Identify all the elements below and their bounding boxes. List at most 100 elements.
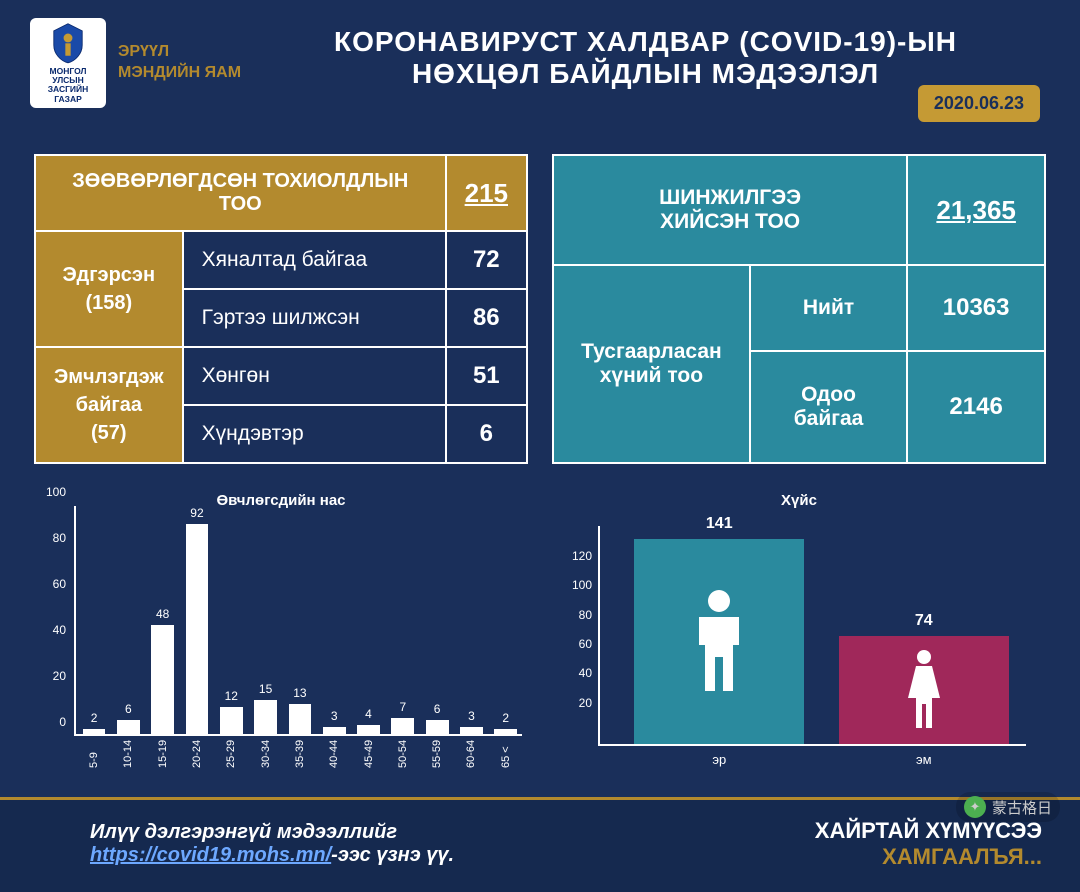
footer: Илүү дэлгэрэнгүй мэдээллийг https://covi… — [0, 797, 1080, 892]
group-treating-l1: Эмчлэгдэж — [54, 363, 164, 391]
state-emblem: МОНГОЛ УЛСЫН ЗАСГИЙН ГАЗАР — [30, 18, 106, 108]
ministry-l2: МЭНДИЙН ЯАМ — [118, 63, 241, 84]
age-y-axis: 020406080100 — [34, 506, 70, 736]
gender-ytick: 120 — [572, 549, 592, 563]
male-icon — [689, 587, 749, 697]
age-bar-label: 55-59 — [431, 740, 443, 768]
emblem-text-l2: ЗАСГИЙН ГАЗАР — [34, 85, 102, 104]
tests-label: ШИНЖИЛГЭЭ ХИЙСЭН ТОО — [553, 155, 907, 265]
group-treating: Эмчлэгдэж байгаа (57) — [35, 347, 183, 463]
wechat-icon: ✦ — [964, 796, 986, 818]
footer-link-text: Илүү дэлгэрэнгүй мэдээллийг https://covi… — [90, 821, 454, 867]
row-monitored-val: 72 — [446, 231, 527, 289]
row-moderate-label: Хүндэвтэр — [183, 405, 446, 463]
age-bar-value: 4 — [353, 707, 385, 721]
date-badge: 2020.06.23 — [918, 85, 1040, 122]
gender-ytick: 20 — [579, 696, 592, 710]
age-bar-label: 15-19 — [157, 740, 169, 768]
age-bar: 4815-19 — [147, 625, 179, 734]
age-bar: 9220-24 — [181, 524, 213, 734]
group-treating-count: (57) — [54, 419, 164, 447]
charts-row: Өвчлөгсдийн нас 020406080100 25-9610-144… — [0, 474, 1080, 786]
page-title: КОРОНАВИРУСТ ХАЛДВАР (COVID-19)-ЫН НӨХЦӨ… — [241, 18, 1050, 90]
age-bar-value: 7 — [387, 700, 419, 714]
row-moderate-val: 6 — [446, 405, 527, 463]
age-ytick: 60 — [53, 577, 66, 591]
gender-ytick: 80 — [579, 608, 592, 622]
gender-bar-value: 74 — [915, 612, 933, 630]
tests-table: ШИНЖИЛГЭЭ ХИЙСЭН ТОО 21,365 Тусгаарласан… — [552, 154, 1046, 464]
row-mild-label: Хөнгөн — [183, 347, 446, 405]
age-bar-value: 6 — [421, 702, 453, 716]
footer-slogan: ХАЙРТАЙ ХҮМҮҮСЭЭ ХАМГААЛЪЯ... — [815, 818, 1042, 870]
female-icon — [902, 648, 946, 732]
age-bar-label: 40-44 — [328, 740, 340, 768]
age-plot: 25-9610-144815-199220-241225-291530-3413… — [74, 506, 522, 736]
gender-plot: 141эр 74эм — [598, 526, 1026, 746]
watermark-text: 蒙古格日 — [992, 797, 1052, 818]
age-ytick: 0 — [59, 715, 66, 729]
age-ytick: 80 — [53, 531, 66, 545]
footer-link[interactable]: https://covid19.mohs.mn/ — [90, 844, 331, 866]
gender-bar-value: 141 — [706, 515, 733, 533]
gender-bar: 74эм — [839, 636, 1009, 744]
age-bar-label: 10-14 — [122, 740, 134, 768]
isolated-total-label: Нийт — [750, 265, 907, 351]
age-bar: 1530-34 — [250, 700, 282, 734]
gender-bar-label: эм — [916, 752, 932, 767]
cases-table: ЗӨӨВӨРЛӨГДСӨН ТОХИОЛДЛЫН ТОО 215 Эдгэрсэ… — [34, 154, 528, 464]
tests-label-l1: ШИНЖИЛГЭЭ — [570, 186, 890, 210]
age-bar-label: 45-49 — [363, 740, 375, 768]
gender-ytick: 60 — [579, 637, 592, 651]
age-bar: 340-44 — [318, 727, 350, 734]
tests-value: 21,365 — [907, 155, 1045, 265]
footer-slogan-l2: ХАМГААЛЪЯ... — [815, 844, 1042, 870]
age-bar-value: 6 — [113, 702, 145, 716]
watermark: ✦ 蒙古格日 — [956, 792, 1060, 822]
age-bar-value: 13 — [284, 686, 316, 700]
stat-panels: ЗӨӨВӨРЛӨГДСӨН ТОХИОЛДЛЫН ТОО 215 Эдгэрсэ… — [0, 118, 1080, 474]
age-bar: 1335-39 — [284, 704, 316, 734]
age-bar-label: 50-54 — [397, 740, 409, 768]
age-bar-value: 3 — [318, 709, 350, 723]
age-bar: 360-64 — [456, 727, 488, 734]
ministry-label: ЭРҮҮЛ МЭНДИЙН ЯАМ — [118, 42, 241, 84]
emblem-text-l1: МОНГОЛ УЛСЫН — [34, 67, 102, 86]
cases-header-label: ЗӨӨВӨРЛӨГДСӨН ТОХИОЛДЛЫН ТОО — [35, 155, 446, 231]
ministry-l1: ЭРҮҮЛ — [118, 42, 241, 63]
age-bar: 1225-29 — [215, 707, 247, 734]
age-bar: 25-9 — [78, 729, 110, 734]
emblem-text: МОНГОЛ УЛСЫН ЗАСГИЙН ГАЗАР — [34, 67, 102, 104]
isolated-l2: хүний тоо — [570, 364, 733, 388]
gender-ytick: 40 — [579, 666, 592, 680]
age-bar-value: 92 — [181, 506, 213, 520]
footer-post: -ээс үзнэ үү. — [331, 844, 454, 866]
age-bar-value: 12 — [215, 689, 247, 703]
age-bar-value: 48 — [147, 607, 179, 621]
gender-bar: 141эр — [634, 539, 804, 744]
age-bar-value: 2 — [78, 711, 110, 725]
age-bar: 265 < — [490, 729, 522, 734]
age-bar-label: 20-24 — [191, 740, 203, 768]
isolated-current-val: 2146 — [907, 351, 1045, 463]
row-home-label: Гэртээ шилжсэн — [183, 289, 446, 347]
isolated-current-l2: байгаа — [767, 407, 890, 431]
isolated-l1: Тусгаарласан — [570, 340, 733, 364]
gender-chart: Хүйс 20406080100120 141эр74эм — [552, 486, 1046, 786]
header: МОНГОЛ УЛСЫН ЗАСГИЙН ГАЗАР ЭРҮҮЛ МЭНДИЙН… — [0, 0, 1080, 118]
row-mild-val: 51 — [446, 347, 527, 405]
age-bar-value: 2 — [490, 711, 522, 725]
row-home-val: 86 — [446, 289, 527, 347]
age-ytick: 20 — [53, 669, 66, 683]
row-monitored-label: Хяналтад байгаа — [183, 231, 446, 289]
gender-y-axis: 20 40 60 80 100 120 — [552, 526, 596, 746]
gender-bar-label: эр — [712, 752, 726, 767]
gender-ytick: 100 — [572, 578, 592, 592]
isolated-label: Тусгаарласан хүний тоо — [553, 265, 750, 463]
group-treating-l2: байгаа — [54, 391, 164, 419]
age-bar-label: 35-39 — [294, 740, 306, 768]
isolated-current-label: Одоо байгаа — [750, 351, 907, 463]
age-bar-label: 65 < — [500, 746, 512, 768]
tests-label-l2: ХИЙСЭН ТОО — [570, 210, 890, 234]
group-recovered-label: Эдгэрсэн — [54, 261, 164, 289]
